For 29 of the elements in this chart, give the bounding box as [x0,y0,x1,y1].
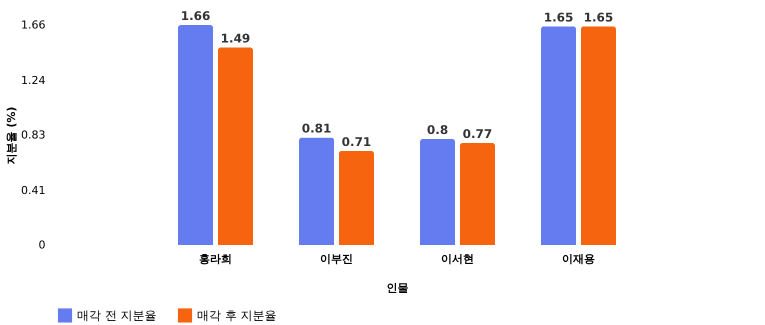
bar [298,138,334,245]
data-label: 1.49 [220,32,250,46]
bar [580,26,616,245]
legend-label: 매각 후 지분율 [197,308,277,322]
bar [218,48,254,245]
data-label: 1.65 [584,10,614,24]
bar [540,26,576,245]
y-axis-title: 지분율 (%) [5,106,18,166]
data-label: 1.66 [180,9,210,23]
legend-label: 매각 전 지분율 [77,308,157,322]
data-label: 0.77 [462,126,492,141]
bar [460,142,496,245]
bar [178,25,214,245]
x-axis-title: 인물 [386,282,408,294]
data-label: 1.65 [544,10,574,24]
bar [420,138,456,245]
bar [338,150,374,245]
y-tick-label: 1.66 [21,18,46,32]
y-tick-label: 0.41 [21,184,46,198]
x-tick-label: 이부진 [320,252,353,266]
data-label: 0.81 [302,122,332,136]
y-tick-label: 0 [38,238,46,252]
data-label: 0.71 [342,134,372,149]
x-tick-label: 홍라희 [199,252,232,266]
y-tick-label: 1.24 [21,74,46,88]
x-tick-label: 이재용 [562,252,595,266]
data-label: 0.8 [426,122,448,137]
x-tick-label: 이서현 [441,252,474,266]
y-tick-label: 0.83 [21,128,46,142]
